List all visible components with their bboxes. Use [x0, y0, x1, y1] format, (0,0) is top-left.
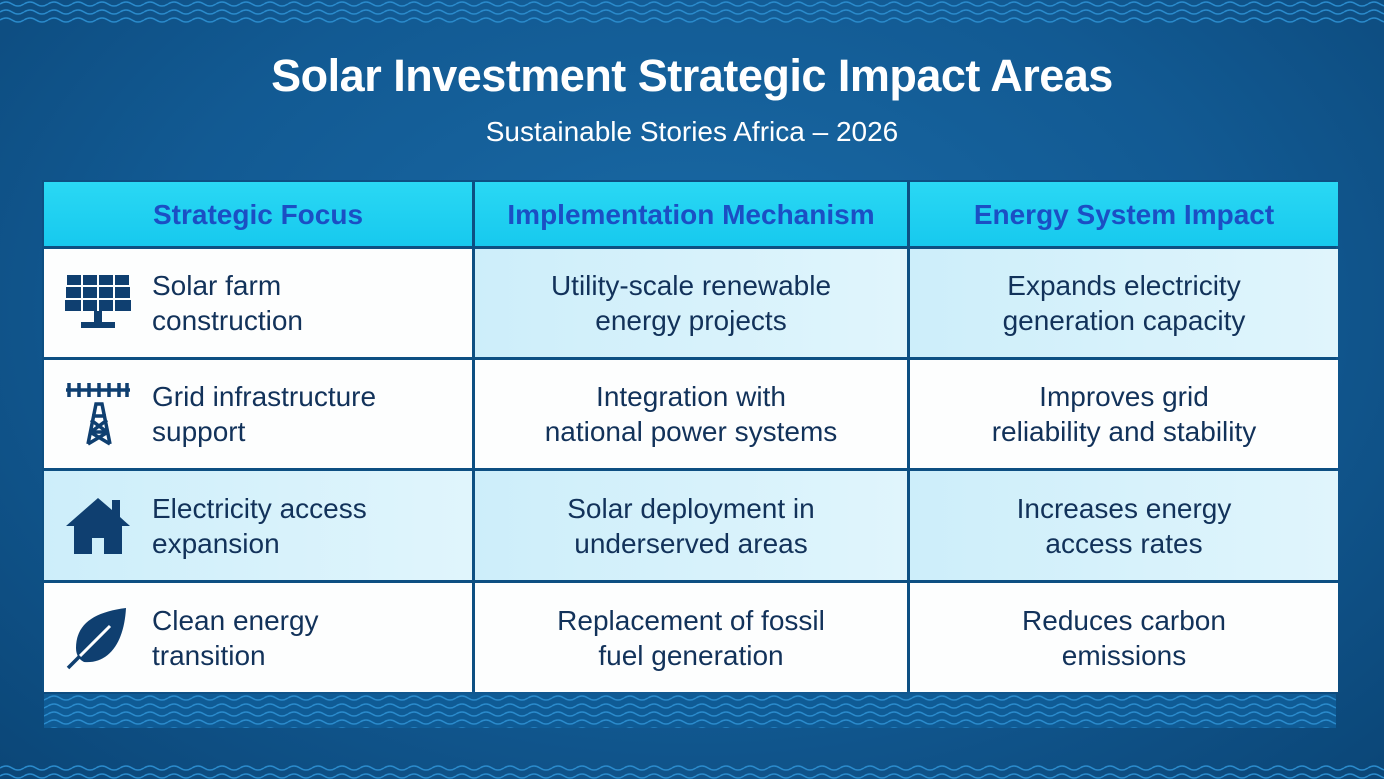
table-row-4-impact: Reduces carbon emissions	[910, 583, 1338, 692]
impact-line: Increases energy	[1016, 492, 1232, 524]
wave-border-top	[0, 0, 1384, 24]
focus-line: Clean energy	[152, 604, 319, 636]
transmission-tower-icon	[66, 383, 130, 446]
mechanism-line: Integration with	[596, 381, 786, 412]
house-icon	[66, 497, 130, 554]
impact-line: emissions	[1061, 639, 1187, 671]
table-row-2-focus: Grid infrastructure support	[44, 360, 472, 468]
table-row-2-mechanism: Integration with national power systems	[475, 360, 907, 468]
table-row-4-mechanism: Replacement of fossil fuel generation	[475, 583, 907, 692]
wave-band-bottom	[44, 694, 1336, 728]
table-row-3-mechanism: Solar deployment in underserved areas	[475, 471, 907, 580]
solar-panel-icon	[65, 275, 131, 328]
focus-line: Solar farm	[152, 270, 282, 301]
mechanism-line: Solar deployment in	[567, 492, 815, 524]
leaf-icon	[66, 607, 126, 669]
table-row-1-focus: Solar farm construction	[44, 249, 472, 357]
table-row-2-impact: Improves grid reliability and stability	[910, 360, 1338, 468]
impact-line: Reduces carbon	[1022, 604, 1226, 636]
focus-line: Electricity access	[152, 492, 367, 524]
impact-line: Improves grid	[1039, 381, 1209, 412]
mechanism-line: Replacement of fossil	[557, 604, 825, 636]
impact-line: access rates	[1045, 527, 1203, 559]
table-row-1-mechanism: Utility-scale renewable energy projects	[475, 249, 907, 357]
focus-line: expansion	[152, 527, 280, 559]
wave-border-bottom	[0, 764, 1384, 779]
header-strategic-focus: Strategic Focus	[44, 182, 472, 246]
table-row-1-impact: Expands electricity generation capacity	[910, 249, 1338, 357]
focus-line: transition	[152, 639, 266, 671]
mechanism-line: Utility-scale renewable	[550, 270, 832, 301]
impact-line: Expands electricity	[1007, 270, 1241, 301]
focus-line: construction	[152, 305, 303, 336]
impact-table: Strategic Focus Implementation Mechanism…	[42, 180, 1338, 692]
page-title: Solar Investment Strategic Impact Areas	[271, 50, 1113, 101]
focus-line: Grid infrastructure	[152, 381, 377, 412]
mechanism-line: underserved areas	[574, 527, 808, 559]
mechanism-line: national power systems	[544, 416, 838, 447]
mechanism-line: energy projects	[595, 305, 787, 336]
page-subtitle: Sustainable Stories Africa – 2026	[485, 116, 899, 147]
mechanism-line: fuel generation	[598, 639, 784, 671]
table-row-3-focus: Electricity access expansion	[44, 471, 472, 580]
table-row-4-focus: Clean energy transition	[44, 583, 472, 692]
table-row-3-impact: Increases energy access rates	[910, 471, 1338, 580]
impact-line: generation capacity	[1002, 305, 1246, 336]
focus-line: support	[152, 416, 246, 447]
header-implementation-mechanism: Implementation Mechanism	[475, 182, 907, 246]
impact-line: reliability and stability	[991, 416, 1257, 447]
header-energy-system-impact: Energy System Impact	[910, 182, 1338, 246]
